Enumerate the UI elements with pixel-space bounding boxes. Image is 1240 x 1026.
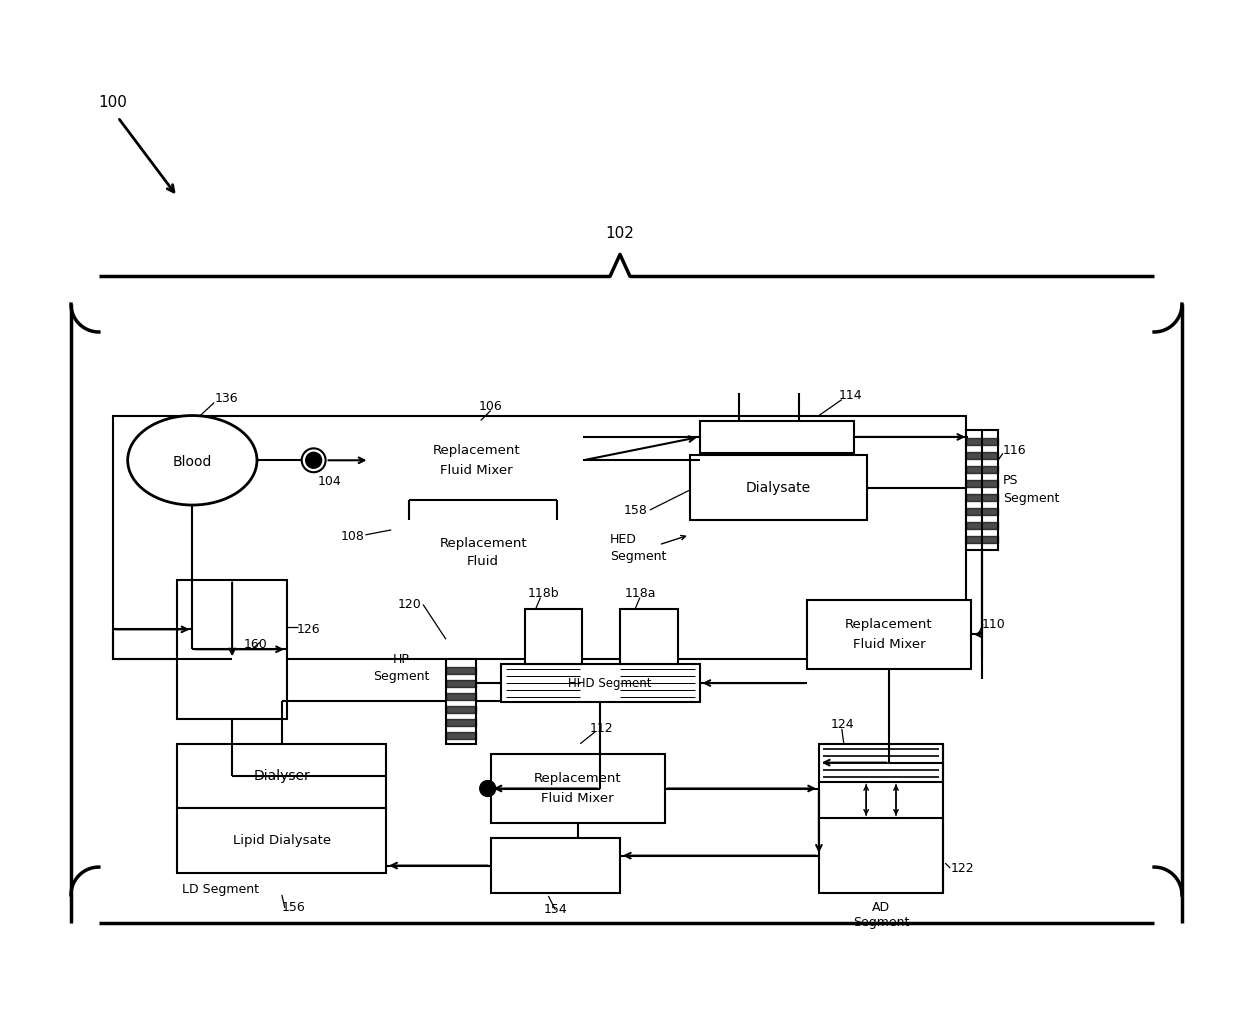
Text: HP: HP bbox=[393, 653, 409, 666]
Text: HED: HED bbox=[610, 534, 637, 547]
Text: 108: 108 bbox=[341, 530, 365, 544]
FancyBboxPatch shape bbox=[620, 609, 678, 664]
FancyBboxPatch shape bbox=[370, 421, 583, 500]
FancyBboxPatch shape bbox=[966, 431, 998, 550]
Text: 100: 100 bbox=[98, 95, 126, 110]
Text: Replacement: Replacement bbox=[846, 618, 932, 631]
FancyBboxPatch shape bbox=[689, 456, 867, 520]
Circle shape bbox=[306, 452, 321, 468]
FancyBboxPatch shape bbox=[818, 744, 944, 782]
Text: 104: 104 bbox=[317, 475, 341, 487]
Text: 110: 110 bbox=[982, 618, 1006, 631]
Text: 136: 136 bbox=[215, 392, 238, 405]
FancyBboxPatch shape bbox=[699, 421, 853, 453]
Text: 158: 158 bbox=[624, 504, 647, 516]
Text: AD: AD bbox=[872, 902, 890, 914]
Text: Replacement: Replacement bbox=[433, 444, 520, 457]
FancyBboxPatch shape bbox=[491, 838, 620, 893]
Text: 160: 160 bbox=[244, 638, 268, 650]
Text: 122: 122 bbox=[950, 862, 973, 874]
FancyBboxPatch shape bbox=[807, 599, 971, 669]
Text: Segment: Segment bbox=[1003, 491, 1059, 505]
Text: 124: 124 bbox=[831, 718, 854, 732]
Text: 126: 126 bbox=[296, 623, 320, 636]
Ellipse shape bbox=[128, 416, 257, 505]
Text: Fluid Mixer: Fluid Mixer bbox=[440, 464, 512, 477]
Text: 114: 114 bbox=[838, 389, 863, 402]
Text: Segment: Segment bbox=[853, 916, 909, 930]
FancyBboxPatch shape bbox=[392, 520, 575, 585]
Text: Blood: Blood bbox=[172, 456, 212, 469]
Circle shape bbox=[480, 781, 496, 796]
FancyBboxPatch shape bbox=[491, 754, 665, 823]
Text: 106: 106 bbox=[479, 400, 502, 413]
FancyBboxPatch shape bbox=[525, 609, 583, 664]
FancyBboxPatch shape bbox=[113, 416, 966, 659]
Text: 120: 120 bbox=[397, 598, 422, 611]
Text: Fluid Mixer: Fluid Mixer bbox=[853, 638, 925, 650]
Text: Fluid Mixer: Fluid Mixer bbox=[542, 792, 614, 805]
Text: 154: 154 bbox=[543, 903, 567, 916]
Text: Dialysate: Dialysate bbox=[745, 480, 811, 495]
FancyBboxPatch shape bbox=[818, 819, 944, 893]
FancyBboxPatch shape bbox=[446, 659, 476, 744]
FancyBboxPatch shape bbox=[177, 580, 286, 719]
Text: Segment: Segment bbox=[610, 550, 666, 563]
FancyBboxPatch shape bbox=[177, 808, 387, 873]
Text: 118b: 118b bbox=[527, 587, 559, 600]
Text: 112: 112 bbox=[590, 722, 614, 736]
FancyBboxPatch shape bbox=[501, 664, 699, 702]
Text: HHD Segment: HHD Segment bbox=[568, 676, 652, 689]
Text: 116: 116 bbox=[1003, 444, 1027, 457]
Text: Segment: Segment bbox=[373, 670, 429, 682]
Text: Fluid: Fluid bbox=[467, 555, 500, 567]
FancyBboxPatch shape bbox=[177, 744, 387, 808]
Text: Replacement: Replacement bbox=[534, 772, 621, 785]
Text: LD Segment: LD Segment bbox=[182, 883, 259, 897]
Text: Replacement: Replacement bbox=[439, 537, 527, 550]
Text: 156: 156 bbox=[281, 902, 305, 914]
Text: 102: 102 bbox=[605, 227, 635, 241]
Text: PS: PS bbox=[1003, 474, 1018, 486]
Text: Dialyser: Dialyser bbox=[253, 770, 310, 783]
Text: Lipid Dialysate: Lipid Dialysate bbox=[233, 834, 331, 847]
Text: 118a: 118a bbox=[625, 587, 656, 600]
